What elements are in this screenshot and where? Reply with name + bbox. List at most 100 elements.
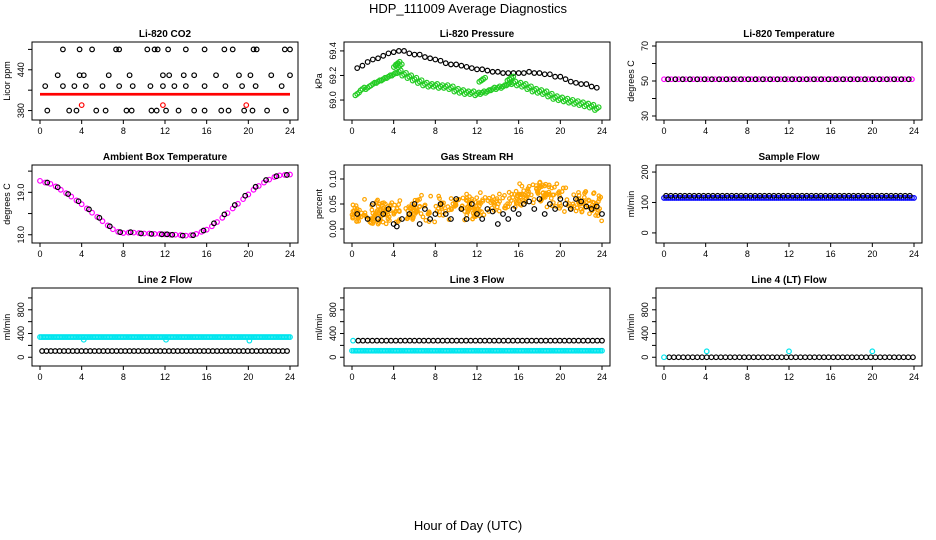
data-point — [102, 107, 109, 114]
x-tick-label: 12 — [784, 249, 794, 259]
data-point — [909, 76, 915, 83]
data-point — [592, 107, 598, 113]
data-point — [160, 102, 166, 109]
data-point — [448, 61, 454, 68]
data-point — [494, 221, 501, 227]
data-point — [380, 211, 387, 217]
data-point — [430, 337, 437, 344]
data-point — [402, 337, 409, 344]
data-point — [444, 337, 451, 344]
data-point — [588, 83, 595, 90]
data-point — [661, 354, 667, 361]
data-point — [510, 73, 517, 80]
data-point — [675, 354, 682, 361]
data-point — [252, 183, 259, 190]
data-point — [479, 209, 484, 215]
data-point — [738, 76, 744, 83]
data-point — [201, 46, 208, 53]
data-point — [581, 103, 588, 110]
data-point — [439, 337, 446, 344]
data-point — [416, 51, 423, 58]
data-point — [590, 199, 596, 205]
data-point — [380, 52, 387, 59]
data-point — [394, 70, 400, 77]
data-point — [89, 209, 95, 216]
data-point — [370, 210, 376, 216]
data-point — [526, 68, 532, 75]
data-point — [163, 107, 169, 114]
x-tick-label: 24 — [909, 126, 919, 136]
data-point — [425, 337, 432, 344]
data-point — [377, 201, 382, 207]
data-point — [354, 206, 360, 212]
data-point — [369, 201, 376, 207]
data-point — [99, 83, 106, 89]
data-point — [755, 354, 762, 361]
panel-title: Ambient Box Temperature — [103, 152, 228, 163]
plot-frame — [655, 287, 923, 367]
data-point — [60, 83, 66, 89]
data-point — [796, 76, 803, 83]
data-point — [453, 337, 460, 344]
y-tick-label: 400 — [328, 326, 338, 341]
data-point — [394, 206, 400, 211]
panel-3: Ambient Box Temperature degrees C 0 4 8 12 16 2… — [2, 152, 299, 259]
data-point — [505, 337, 512, 344]
data-point — [538, 337, 544, 344]
data-point — [552, 184, 557, 190]
data-point — [162, 231, 168, 238]
data-point — [582, 204, 588, 210]
data-point — [427, 55, 434, 62]
data-point — [435, 337, 441, 344]
data-point — [378, 77, 385, 84]
data-point — [375, 216, 381, 222]
data-point — [113, 46, 119, 53]
data-point — [448, 216, 454, 222]
data-point — [783, 354, 790, 361]
data-point — [458, 206, 465, 212]
y-axis-label: degrees C — [2, 183, 12, 225]
data-point — [354, 65, 361, 72]
data-point — [500, 211, 506, 217]
x-tick-label: 0 — [37, 126, 42, 136]
panel-7: Line 3 Flow ml/min 0 4 8 12 16 20 24 0 400 800 — [314, 275, 611, 382]
data-point — [75, 198, 82, 205]
x-tick-label: 4 — [79, 249, 84, 259]
data-point — [235, 200, 241, 207]
data-point — [567, 78, 574, 85]
data-point — [596, 193, 602, 199]
y-tick-label: 100 — [640, 195, 650, 210]
data-point — [99, 218, 106, 225]
data-point — [266, 176, 273, 183]
data-point — [395, 48, 402, 54]
data-point — [179, 232, 186, 239]
x-tick-label: 24 — [597, 372, 607, 382]
data-point — [891, 76, 898, 83]
x-tick-label: 4 — [703, 126, 708, 136]
data-point — [489, 68, 496, 75]
data-point — [554, 181, 560, 187]
data-point — [863, 354, 869, 361]
data-point — [513, 188, 519, 194]
data-point — [116, 46, 123, 53]
data-point — [500, 337, 507, 344]
x-tick-label: 24 — [909, 372, 919, 382]
data-point — [255, 183, 262, 189]
data-point — [731, 354, 738, 361]
panel-title: Line 2 Flow — [138, 275, 193, 286]
data-point — [89, 46, 95, 53]
data-point — [469, 196, 475, 202]
data-point — [80, 336, 87, 343]
data-point — [505, 216, 512, 222]
x-tick-label: 16 — [202, 249, 212, 259]
data-point — [214, 219, 220, 225]
data-point — [437, 196, 442, 201]
data-point — [448, 196, 454, 201]
series-layer — [37, 334, 293, 354]
data-point — [409, 77, 416, 84]
data-point — [359, 62, 366, 69]
data-point — [575, 337, 582, 344]
data-point — [703, 354, 710, 361]
data-point — [427, 216, 434, 222]
